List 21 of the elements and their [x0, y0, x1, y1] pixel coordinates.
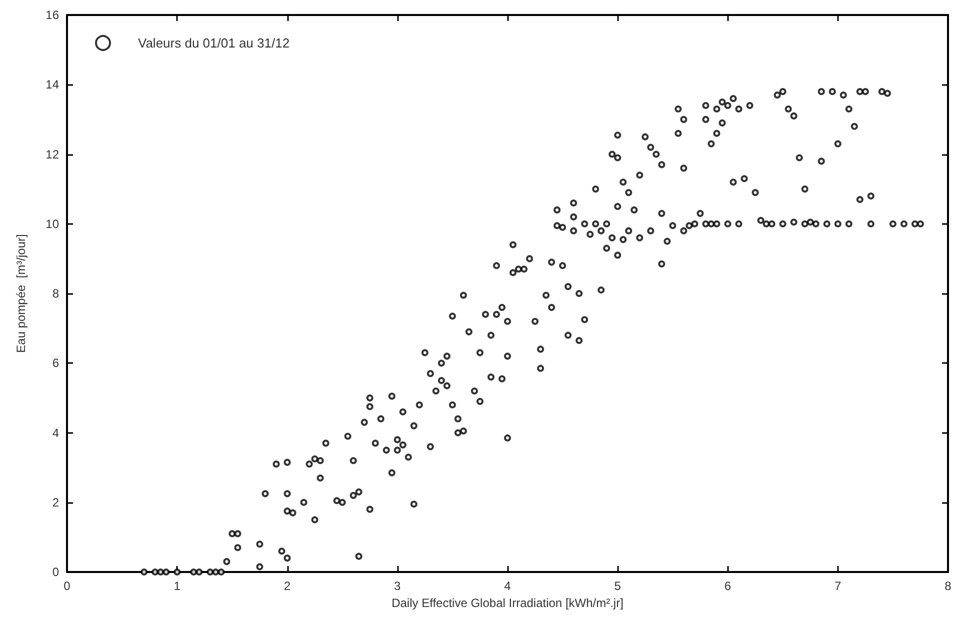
legend-label: Valeurs du 01/01 au 31/12 [138, 36, 290, 50]
x-tick-label: 0 [64, 579, 71, 593]
y-tick-label: 8 [52, 286, 60, 300]
x-tick-label: 1 [174, 579, 181, 593]
y-tick-label: 2 [52, 495, 60, 510]
x-tick-label: 8 [944, 579, 952, 593]
y-axis-title: Eau pompée [m³/jour] [14, 234, 28, 353]
y-tick-label: 12 [46, 147, 60, 162]
y-tick-label: 10 [46, 216, 60, 231]
y-tick-label: 14 [46, 78, 60, 92]
y-tick-label: 4 [52, 426, 60, 440]
y-tick-label: 0 [52, 565, 60, 579]
x-tick-label: 2 [284, 579, 291, 593]
x-axis-title: Daily Effective Global Irradiation [kWh/m².jr] [392, 596, 624, 610]
y-tick-label: 6 [52, 356, 60, 370]
x-tick-label: 5 [614, 579, 622, 593]
y-tick-label: 16 [46, 8, 60, 22]
x-tick-label: 3 [394, 579, 402, 593]
x-tick-label: 6 [724, 579, 732, 593]
x-tick-label: 4 [504, 579, 512, 593]
x-tick-label: 7 [834, 579, 842, 593]
